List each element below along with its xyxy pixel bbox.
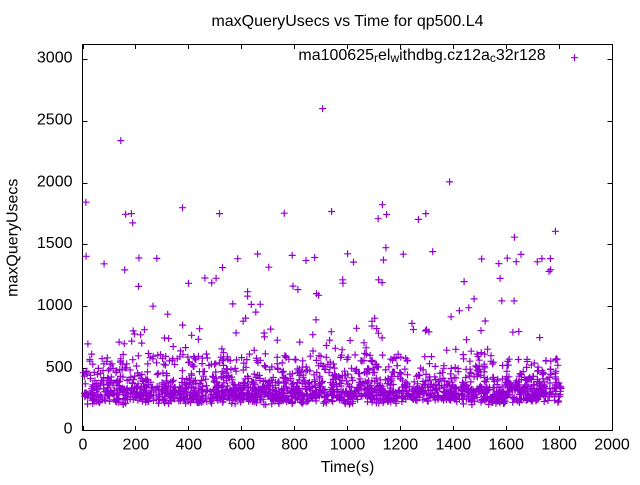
svg-text:500: 500 [46,359,73,376]
svg-text:maxQueryUsecs: maxQueryUsecs [5,179,22,297]
svg-text:1200: 1200 [383,437,419,454]
svg-text:2500: 2500 [37,112,73,129]
svg-text:3000: 3000 [37,50,73,67]
svg-text:2000: 2000 [594,437,630,454]
svg-text:1400: 1400 [436,437,472,454]
svg-text:1000: 1000 [37,297,73,314]
svg-text:ma100625relwithdbg.cz12ac32r12: ma100625relwithdbg.cz12ac32r128 [298,47,545,65]
svg-text:800: 800 [281,437,308,454]
svg-text:400: 400 [175,437,202,454]
svg-text:1500: 1500 [37,235,73,252]
svg-text:0: 0 [64,421,73,438]
svg-text:1800: 1800 [541,437,577,454]
svg-text:0: 0 [79,437,88,454]
svg-text:1000: 1000 [330,437,366,454]
svg-text:600: 600 [228,437,255,454]
svg-text:1600: 1600 [488,437,524,454]
svg-text:2000: 2000 [37,173,73,190]
svg-text:Time(s): Time(s) [321,459,375,476]
svg-text:maxQueryUsecs vs Time for qp50: maxQueryUsecs vs Time for qp500.L4 [211,13,483,30]
svg-text:200: 200 [123,437,150,454]
